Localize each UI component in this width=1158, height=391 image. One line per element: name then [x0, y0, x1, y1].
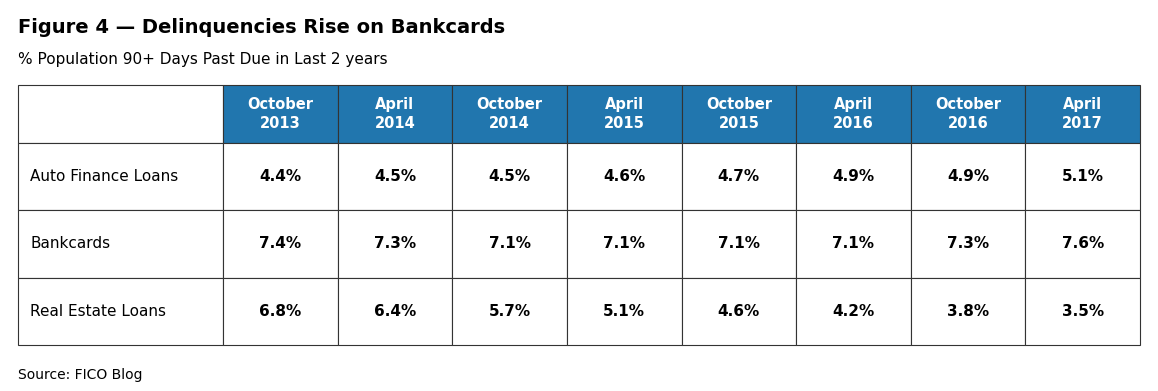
Text: April
2015: April 2015 — [603, 97, 645, 131]
Text: 4.4%: 4.4% — [259, 169, 301, 184]
Bar — [1025, 278, 1139, 345]
Text: 3.5%: 3.5% — [1062, 304, 1104, 319]
Text: 6.8%: 6.8% — [259, 304, 301, 319]
Bar — [453, 85, 567, 143]
Bar — [797, 278, 910, 345]
Text: 7.1%: 7.1% — [489, 237, 530, 251]
Bar — [1025, 210, 1139, 278]
Text: Auto Finance Loans: Auto Finance Loans — [30, 169, 178, 184]
Bar — [338, 278, 453, 345]
Bar — [910, 143, 1025, 210]
Bar — [453, 278, 567, 345]
Text: 5.1%: 5.1% — [1062, 169, 1104, 184]
Bar — [682, 143, 797, 210]
Text: 5.7%: 5.7% — [489, 304, 530, 319]
Bar — [19, 143, 223, 210]
Text: 7.1%: 7.1% — [718, 237, 760, 251]
Bar — [797, 85, 910, 143]
Bar — [910, 85, 1025, 143]
Bar — [797, 143, 910, 210]
Bar — [682, 278, 797, 345]
Text: 6.4%: 6.4% — [374, 304, 416, 319]
Bar — [223, 210, 338, 278]
Bar — [910, 278, 1025, 345]
Bar — [567, 85, 682, 143]
Bar — [338, 85, 453, 143]
Text: October
2015: October 2015 — [706, 97, 772, 131]
Text: Bankcards: Bankcards — [30, 237, 110, 251]
Text: 7.4%: 7.4% — [259, 237, 301, 251]
Text: Real Estate Loans: Real Estate Loans — [30, 304, 166, 319]
Bar — [223, 143, 338, 210]
Text: April
2014: April 2014 — [374, 97, 416, 131]
Bar — [223, 85, 338, 143]
Text: October
2016: October 2016 — [935, 97, 1001, 131]
Text: 4.5%: 4.5% — [374, 169, 416, 184]
Text: % Population 90+ Days Past Due in Last 2 years: % Population 90+ Days Past Due in Last 2… — [19, 52, 388, 67]
Text: 7.3%: 7.3% — [374, 237, 416, 251]
Text: October
2013: October 2013 — [248, 97, 314, 131]
Text: 7.6%: 7.6% — [1062, 237, 1104, 251]
Bar — [797, 210, 910, 278]
Text: 7.1%: 7.1% — [833, 237, 874, 251]
Bar — [1025, 85, 1139, 143]
Text: Figure 4 — Delinquencies Rise on Bankcards: Figure 4 — Delinquencies Rise on Bankcar… — [19, 18, 505, 37]
Bar — [19, 210, 223, 278]
Bar — [19, 278, 223, 345]
Text: 4.6%: 4.6% — [603, 169, 645, 184]
Bar — [223, 278, 338, 345]
Text: 7.1%: 7.1% — [603, 237, 645, 251]
Bar — [567, 278, 682, 345]
Bar — [453, 210, 567, 278]
Text: 4.9%: 4.9% — [947, 169, 989, 184]
Text: April
2017: April 2017 — [1062, 97, 1104, 131]
Bar — [19, 85, 223, 143]
Text: 7.3%: 7.3% — [947, 237, 989, 251]
Text: April
2016: April 2016 — [833, 97, 874, 131]
Text: 3.8%: 3.8% — [947, 304, 989, 319]
Text: 4.9%: 4.9% — [833, 169, 874, 184]
Bar — [682, 210, 797, 278]
Bar — [567, 143, 682, 210]
Bar — [567, 210, 682, 278]
Bar — [338, 210, 453, 278]
Text: October
2014: October 2014 — [477, 97, 543, 131]
Bar — [453, 143, 567, 210]
Text: 4.6%: 4.6% — [718, 304, 760, 319]
Text: 4.7%: 4.7% — [718, 169, 760, 184]
Text: 4.5%: 4.5% — [489, 169, 530, 184]
Bar — [682, 85, 797, 143]
Text: Source: FICO Blog: Source: FICO Blog — [19, 368, 142, 382]
Bar — [338, 143, 453, 210]
Bar — [1025, 143, 1139, 210]
Text: 4.2%: 4.2% — [833, 304, 874, 319]
Bar — [910, 210, 1025, 278]
Text: 5.1%: 5.1% — [603, 304, 645, 319]
